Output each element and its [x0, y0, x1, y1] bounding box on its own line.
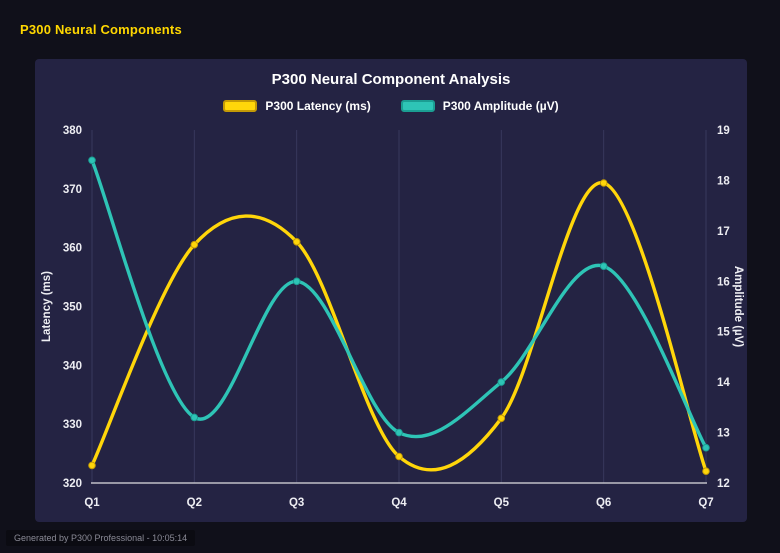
series-markers-0: [88, 179, 710, 476]
left-axis-ticks: 320 330 340 350 360 370 380: [63, 125, 82, 490]
svg-text:360: 360: [63, 243, 82, 255]
svg-text:19: 19: [717, 125, 730, 137]
left-axis-title: Latency (ms): [41, 271, 53, 342]
right-axis-title: Amplitude (µV): [732, 266, 744, 348]
latency-swatch-icon: [223, 100, 258, 112]
x-axis-labels: Q1 Q2 Q3 Q4 Q5 Q6 Q7: [84, 497, 713, 509]
svg-text:Q6: Q6: [596, 497, 611, 509]
svg-text:Q7: Q7: [698, 497, 713, 509]
legend-label-latency: P300 Latency (ms): [265, 99, 371, 113]
svg-text:330: 330: [63, 419, 82, 431]
svg-text:17: 17: [717, 226, 730, 238]
svg-text:13: 13: [717, 428, 730, 440]
svg-text:340: 340: [63, 360, 82, 372]
gridlines: [91, 130, 707, 483]
svg-text:Q3: Q3: [289, 497, 304, 509]
svg-text:350: 350: [63, 302, 82, 314]
page-title: P300 Neural Components: [20, 22, 182, 37]
svg-text:16: 16: [717, 276, 730, 288]
svg-text:12: 12: [717, 478, 730, 490]
series-markers-1: [88, 156, 710, 452]
legend-label-amplitude: P300 Amplitude (µV): [442, 99, 559, 113]
legend-item-amplitude: P300 Amplitude (µV): [400, 99, 559, 113]
svg-text:Q5: Q5: [494, 497, 510, 509]
right-axis-ticks: 12 13 14 15 16 17 18 19: [717, 125, 730, 490]
svg-text:380: 380: [63, 125, 82, 137]
legend-item-latency: P300 Latency (ms): [223, 99, 371, 113]
svg-text:320: 320: [63, 478, 82, 490]
svg-text:18: 18: [717, 175, 730, 187]
svg-text:Q2: Q2: [187, 497, 202, 509]
svg-text:14: 14: [717, 377, 730, 389]
chart-legend: P300 Latency (ms) P300 Amplitude (µV): [35, 99, 747, 113]
svg-text:370: 370: [63, 184, 82, 196]
amplitude-swatch-icon: [400, 100, 435, 112]
svg-text:15: 15: [717, 327, 730, 339]
svg-text:Q1: Q1: [84, 497, 100, 509]
watermark: Generated by P300 Professional - 10:05:1…: [6, 530, 196, 546]
svg-text:Q4: Q4: [391, 497, 407, 509]
chart-panel: P300 Neural Component Analysis P300 Late…: [35, 59, 747, 522]
chart-title: P300 Neural Component Analysis: [271, 71, 511, 88]
